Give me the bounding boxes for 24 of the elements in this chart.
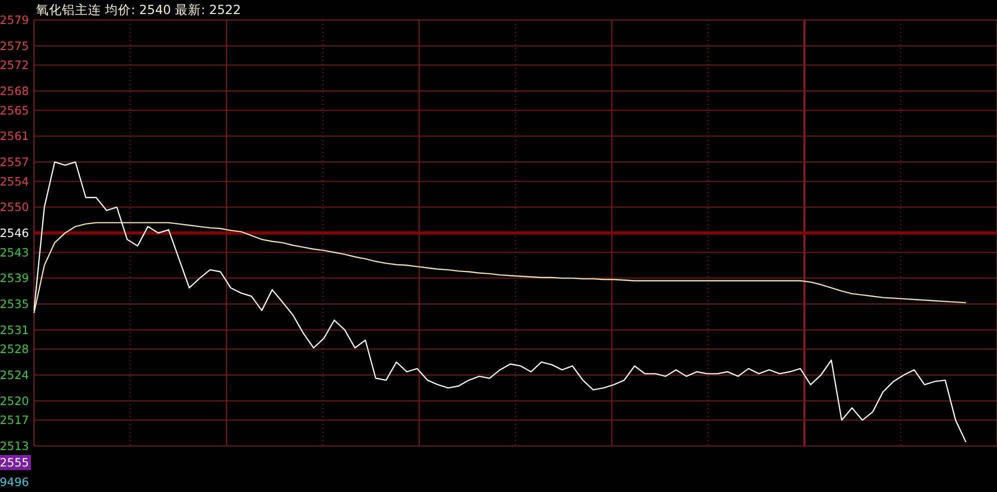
y-tick-label: 2565	[0, 103, 29, 118]
y-tick-label: 2543	[0, 245, 29, 260]
text: 2555	[0, 456, 29, 470]
y-tick-label: 2557	[0, 155, 29, 170]
y-tick-label: 2513	[0, 439, 29, 454]
y-tick-label: 2546	[0, 226, 29, 240]
y-tick-label: 2524	[0, 368, 29, 382]
y-tick-label: 2579	[0, 13, 29, 28]
text: 9496	[0, 475, 29, 489]
y-tick-label: 2572	[0, 58, 29, 72]
y-tick-label: 2531	[0, 322, 29, 337]
y-tick-label: 2535	[0, 297, 29, 312]
chart-title: 氧化铝主连 均价: 2540 最新: 2522	[36, 2, 241, 17]
y-tick-label: 2550	[0, 200, 29, 214]
y-tick-label: 2575	[0, 38, 29, 53]
y-tick-label: 2528	[0, 342, 29, 356]
y-tick-label: 2561	[0, 129, 29, 144]
y-tick-label: 2539	[0, 271, 29, 286]
y-tick-label: 2520	[0, 394, 29, 408]
line-series	[33, 222, 967, 314]
y-tick-label: 2517	[0, 413, 29, 428]
line-series	[33, 161, 967, 443]
y-tick-label: 2568	[0, 84, 29, 98]
y-tick-label: 2554	[0, 174, 29, 188]
